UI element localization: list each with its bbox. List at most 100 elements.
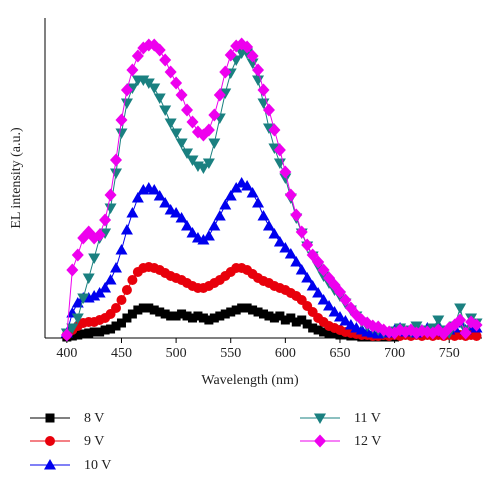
marker	[166, 311, 176, 321]
marker	[120, 83, 133, 97]
marker	[111, 321, 121, 331]
marker	[45, 436, 55, 446]
marker	[149, 305, 159, 315]
marker	[312, 255, 325, 269]
marker	[186, 227, 199, 238]
x-tick-label: 400	[56, 346, 77, 361]
marker	[264, 311, 274, 321]
marker	[159, 53, 172, 67]
x-tick-label: 750	[439, 346, 460, 361]
x-tick-label: 650	[329, 346, 350, 361]
marker	[170, 207, 183, 218]
x-tick-label: 600	[275, 346, 296, 361]
marker	[273, 143, 286, 157]
marker	[177, 309, 187, 319]
marker	[197, 234, 210, 245]
marker	[297, 315, 307, 325]
marker	[181, 220, 194, 231]
marker	[202, 230, 215, 241]
marker	[115, 128, 128, 139]
marker	[45, 413, 55, 423]
legend-label: 8 V	[84, 411, 104, 426]
marker	[104, 274, 117, 285]
marker	[252, 63, 265, 77]
legend-item: 12 V	[300, 434, 381, 449]
marker	[160, 309, 170, 319]
marker	[95, 327, 105, 337]
marker	[262, 123, 275, 134]
marker	[213, 88, 226, 102]
marker	[262, 103, 275, 117]
marker	[104, 188, 117, 202]
marker	[459, 326, 472, 340]
marker	[471, 331, 482, 341]
y-axis-label: EL intensity (a.u.)	[9, 127, 24, 229]
marker	[170, 128, 183, 139]
marker	[60, 328, 73, 342]
marker	[284, 188, 297, 202]
legend-label: 10 V	[84, 458, 111, 473]
marker	[153, 190, 166, 201]
marker	[121, 285, 132, 295]
marker	[127, 309, 137, 319]
marker	[215, 311, 225, 321]
marker	[314, 434, 326, 448]
marker	[131, 49, 144, 63]
marker	[219, 88, 232, 99]
x-axis-label: Wavelength (nm)	[201, 373, 299, 388]
marker	[470, 318, 483, 332]
marker	[148, 83, 161, 94]
marker	[330, 329, 340, 339]
marker	[99, 228, 112, 239]
marker	[126, 83, 139, 94]
marker	[213, 210, 226, 221]
marker	[171, 311, 181, 321]
marker	[224, 190, 237, 201]
marker	[333, 311, 346, 322]
legend-item: 8 V	[30, 411, 104, 426]
marker	[175, 138, 188, 149]
marker	[231, 305, 241, 315]
marker	[71, 313, 84, 324]
marker	[242, 303, 252, 313]
marker	[268, 143, 281, 154]
marker	[67, 331, 77, 341]
marker	[241, 180, 254, 191]
marker	[208, 220, 221, 231]
marker	[339, 315, 352, 326]
marker	[279, 242, 292, 253]
marker	[317, 263, 330, 277]
marker	[268, 123, 281, 137]
marker	[198, 313, 208, 323]
marker	[319, 327, 329, 337]
marker	[159, 197, 172, 208]
marker	[333, 285, 346, 299]
marker	[302, 319, 312, 329]
marker	[116, 318, 126, 328]
marker	[110, 153, 123, 167]
marker	[164, 118, 177, 129]
marker	[324, 328, 334, 338]
marker	[328, 306, 341, 317]
marker	[219, 199, 232, 210]
legend-item: 9 V	[30, 434, 104, 449]
legend-label: 9 V	[84, 434, 104, 449]
legend-label: 12 V	[354, 434, 381, 449]
marker	[339, 293, 352, 307]
marker	[275, 311, 285, 321]
marker	[164, 65, 177, 79]
marker	[88, 253, 101, 264]
marker	[290, 208, 303, 222]
marker	[182, 311, 192, 321]
marker	[175, 212, 188, 223]
marker	[197, 163, 210, 174]
marker	[237, 303, 247, 313]
marker	[246, 187, 259, 198]
marker	[106, 324, 116, 334]
marker	[246, 49, 259, 63]
marker	[312, 287, 325, 298]
marker	[133, 305, 143, 315]
marker	[88, 290, 101, 301]
marker	[313, 325, 323, 335]
marker	[454, 313, 467, 327]
